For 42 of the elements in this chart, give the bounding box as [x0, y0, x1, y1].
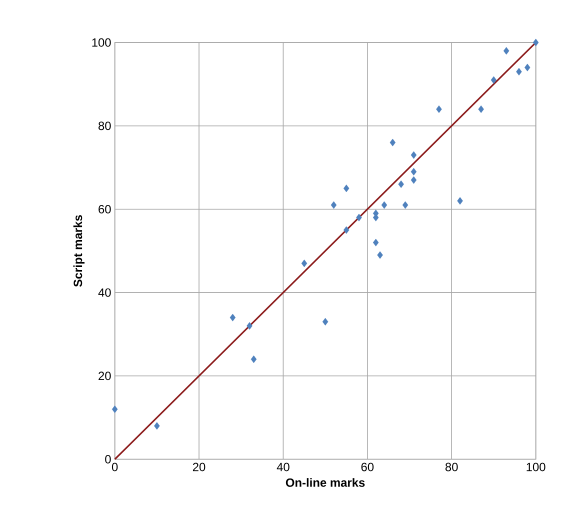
- point: [478, 106, 484, 114]
- point: [154, 422, 160, 430]
- point: [516, 68, 522, 76]
- point: [343, 226, 350, 234]
- x-tick-label: 60: [361, 462, 374, 472]
- x-axis-title: On-line marks: [286, 478, 365, 487]
- y-tick-label: 60: [98, 205, 111, 214]
- point: [356, 214, 362, 222]
- y-tick-label: 100: [92, 38, 111, 47]
- x-tick-label: 40: [276, 462, 290, 472]
- point: [377, 251, 383, 259]
- point: [410, 168, 417, 176]
- point: [524, 64, 530, 72]
- point: [246, 322, 252, 330]
- point: [343, 184, 350, 192]
- point: [112, 406, 118, 414]
- y-tick-label: 20: [98, 372, 111, 380]
- point: [457, 197, 463, 205]
- point: [381, 201, 388, 209]
- y-tick-label: 80: [98, 122, 111, 130]
- point: [410, 151, 417, 159]
- point: [402, 201, 408, 209]
- point: [330, 201, 337, 209]
- x-tick-label: 80: [445, 462, 458, 472]
- point: [250, 356, 257, 364]
- point: [532, 38, 539, 46]
- point: [410, 176, 417, 184]
- point: [490, 76, 497, 84]
- y-axis-title: Script marks: [73, 215, 85, 287]
- x-tick-label: 20: [192, 462, 206, 472]
- y-tick-label: 40: [98, 288, 111, 297]
- x-tick-label: 100: [526, 462, 546, 472]
- x-tick-label: 0: [112, 462, 118, 472]
- point: [322, 318, 328, 326]
- point: [390, 138, 396, 146]
- y-tick-label: 0: [105, 455, 111, 464]
- point: [230, 314, 236, 322]
- point: [372, 238, 379, 246]
- point: [503, 47, 510, 55]
- point: [436, 106, 442, 114]
- point: [301, 260, 308, 268]
- point: [398, 180, 404, 188]
